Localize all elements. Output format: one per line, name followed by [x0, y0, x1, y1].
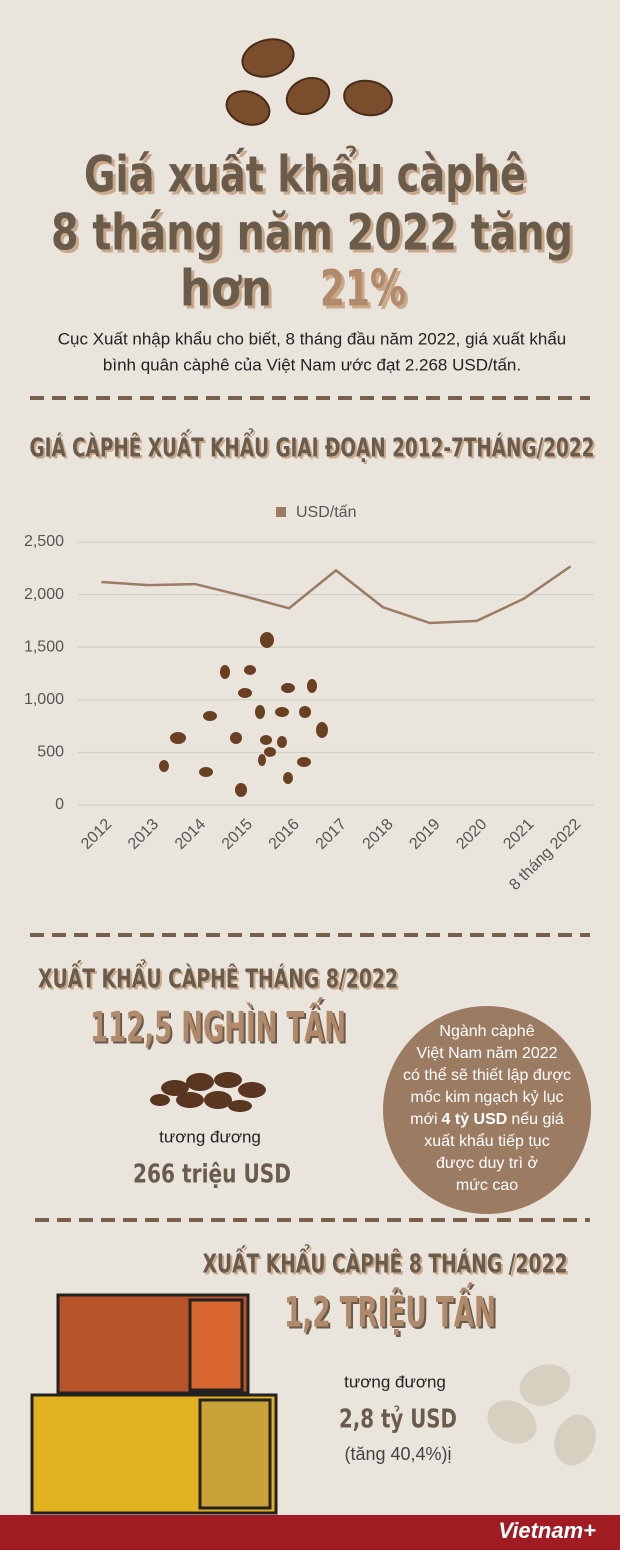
note-text: nếu giá [511, 1111, 564, 1128]
y-tick-label: 2,500 [24, 533, 64, 550]
bean [228, 1100, 252, 1112]
bean [316, 722, 328, 738]
title: Giá xuất khẩu càphê 8 tháng năm 2022 tăn… [51, 146, 573, 318]
title-line: 8 tháng năm 2022 tăng [51, 204, 573, 262]
logo: Vietnam+ [498, 1518, 596, 1543]
bean [255, 705, 265, 719]
intro-line: bình quân càphê của Việt Nam ước đạt 2.2… [103, 355, 521, 374]
bean [264, 747, 276, 757]
y-tick-label: 2,000 [24, 586, 64, 603]
note-line: Ngành càphê [439, 1023, 534, 1040]
containers [30, 1293, 278, 1515]
legend-swatch [276, 507, 286, 517]
note-line: xuất khẩu tiếp tục [424, 1132, 549, 1150]
volume: 1,2 TRIỆU TẤN [284, 1281, 496, 1337]
bean [283, 772, 293, 784]
bean [297, 757, 311, 767]
change: (tăng 40,4%)ị [344, 1444, 451, 1464]
intro-line: Cục Xuất nhập khẩu cho biết, 8 tháng đầu… [58, 329, 566, 348]
bean [285, 77, 331, 115]
bean [199, 767, 213, 777]
line [101, 565, 572, 625]
bean [225, 90, 271, 126]
note-highlight: 4 tỷ USD [442, 1111, 508, 1128]
equivalent: tương đương [159, 1127, 261, 1146]
bean [299, 706, 311, 718]
value: 266 triệu USD [133, 1160, 291, 1190]
section-heading: XUẤT KHẨU CÀPHÊ THÁNG 8/2022 [38, 958, 398, 995]
bean [161, 1080, 189, 1096]
bean [260, 735, 272, 745]
y-tick-label: 1,000 [24, 691, 64, 708]
note-circle [383, 1006, 591, 1214]
bean [258, 754, 266, 766]
bean [487, 1400, 537, 1444]
legend-label: USD/tấn [296, 504, 356, 521]
beans-top [225, 38, 393, 126]
volume: 112,5 NGHÌN TẤN [90, 996, 346, 1052]
bean [159, 760, 169, 772]
bean [238, 1082, 266, 1098]
bean [277, 736, 287, 748]
bean-pile [150, 1072, 266, 1112]
bean [281, 683, 295, 693]
bean [150, 1094, 170, 1106]
note-line: được duy trì ở [436, 1155, 538, 1172]
bean [170, 732, 186, 744]
title-line: Giá xuất khẩu càphê [84, 146, 526, 204]
note-line: mức cao [456, 1177, 518, 1194]
bean [307, 679, 317, 693]
value: 2,8 tỷ USD [339, 1405, 457, 1435]
note-line: mới 4 tỷ USD nếu giá [410, 1111, 564, 1128]
bean [235, 783, 247, 797]
y-tick-label: 0 [55, 796, 64, 813]
container-door [188, 1298, 244, 1392]
title-line: hơn [180, 260, 272, 318]
note-text: mới [410, 1111, 437, 1128]
beans-scatter [159, 632, 328, 797]
y-tick-label: 1,500 [24, 638, 64, 655]
equivalent: tương đương [344, 1372, 446, 1391]
bean [275, 707, 289, 717]
bean [241, 38, 295, 78]
bean [244, 665, 256, 675]
bean [238, 688, 252, 698]
note-line: Việt Nam năm 2022 [416, 1045, 557, 1062]
bean [176, 1092, 204, 1108]
bean [343, 79, 393, 117]
bean [260, 632, 274, 648]
bean [204, 1091, 232, 1109]
y-tick-label: 500 [37, 744, 64, 761]
bean [214, 1072, 242, 1088]
container-door [198, 1398, 272, 1510]
footer [0, 1515, 620, 1550]
note-line: có thể sẽ thiết lập được [403, 1066, 571, 1084]
bean [554, 1414, 596, 1466]
beans-pale [487, 1364, 596, 1466]
note-line: mốc kim ngạch kỷ lục [411, 1089, 564, 1106]
note: Ngành càphê Việt Nam năm 2022 có thể sẽ … [403, 1023, 571, 1194]
bean [230, 732, 242, 744]
bean [186, 1073, 214, 1091]
bean [220, 665, 230, 679]
section-heading: XUẤT KHẨU CÀPHÊ 8 THÁNG /2022 [203, 1243, 568, 1280]
bean [519, 1364, 571, 1406]
bean [203, 711, 217, 721]
title-highlight: 21% [320, 260, 406, 318]
chart-title: GIÁ CÀPHÊ XUẤT KHẨU GIAI ĐOẠN 2012-7THÁN… [30, 427, 595, 464]
